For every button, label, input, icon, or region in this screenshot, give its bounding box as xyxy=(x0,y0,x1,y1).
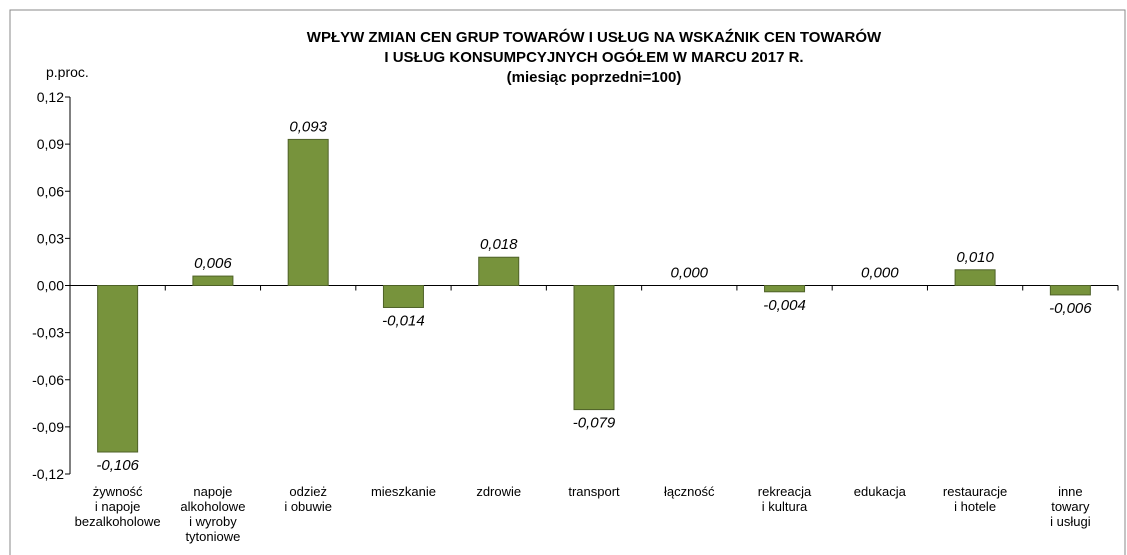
y-tick-label: 0,06 xyxy=(37,183,64,199)
y-tick-label: -0,12 xyxy=(32,466,64,482)
bar xyxy=(954,269,996,286)
y-tick-label: 0,03 xyxy=(37,230,64,246)
x-tick-label: zdrowie xyxy=(476,484,521,499)
y-tick-label: -0,09 xyxy=(32,419,64,435)
value-label: -0,079 xyxy=(573,415,616,432)
x-tick-label: łączność xyxy=(664,484,715,499)
x-tick-label: odzież i obuwie xyxy=(284,484,332,514)
y-tick-label: -0,06 xyxy=(32,372,64,388)
x-tick-label: inne towary i usługi xyxy=(1050,484,1091,529)
chart-title: I USŁUG KONSUMPCYJNYCH OGÓŁEM W MARCU 20… xyxy=(384,48,803,66)
bar xyxy=(97,285,139,453)
x-tick-label: rekreacja i kultura xyxy=(758,484,812,514)
chart-title: WPŁYW ZMIAN CEN GRUP TOWARÓW I USŁUG NA … xyxy=(307,28,882,46)
y-tick-label: 0,00 xyxy=(37,278,64,294)
value-label: -0,006 xyxy=(1049,300,1092,317)
bar xyxy=(287,138,329,286)
y-tick-label: 0,09 xyxy=(37,136,64,152)
value-label: 0,010 xyxy=(956,249,994,266)
value-label: 0,018 xyxy=(480,236,518,253)
x-tick-label: żywność i napoje bezalkoholowe xyxy=(75,484,161,529)
y-tick-label: 0,12 xyxy=(37,89,64,105)
value-label: -0,106 xyxy=(96,457,139,474)
value-label: 0,000 xyxy=(670,265,708,282)
x-tick-label: transport xyxy=(568,484,620,499)
bar xyxy=(764,285,806,293)
bar xyxy=(382,285,424,308)
bar xyxy=(192,275,234,287)
value-label: 0,006 xyxy=(194,255,232,272)
x-tick-label: restauracje i hotele xyxy=(943,484,1007,514)
value-label: -0,004 xyxy=(763,297,806,314)
bar xyxy=(1049,285,1091,296)
x-tick-label: mieszkanie xyxy=(371,484,436,499)
chart-subtitle: (miesiąc poprzedni=100) xyxy=(507,69,682,86)
y-axis-label: p.proc. xyxy=(46,64,89,80)
y-tick-label: -0,03 xyxy=(32,325,64,341)
bar xyxy=(573,285,615,411)
value-label: -0,014 xyxy=(382,312,425,329)
x-tick-label: napoje alkoholowe i wyroby tytoniowe xyxy=(180,484,245,544)
value-label: 0,093 xyxy=(289,118,327,135)
value-label: 0,000 xyxy=(861,265,899,282)
bar xyxy=(478,256,520,287)
x-tick-label: edukacja xyxy=(854,484,907,499)
